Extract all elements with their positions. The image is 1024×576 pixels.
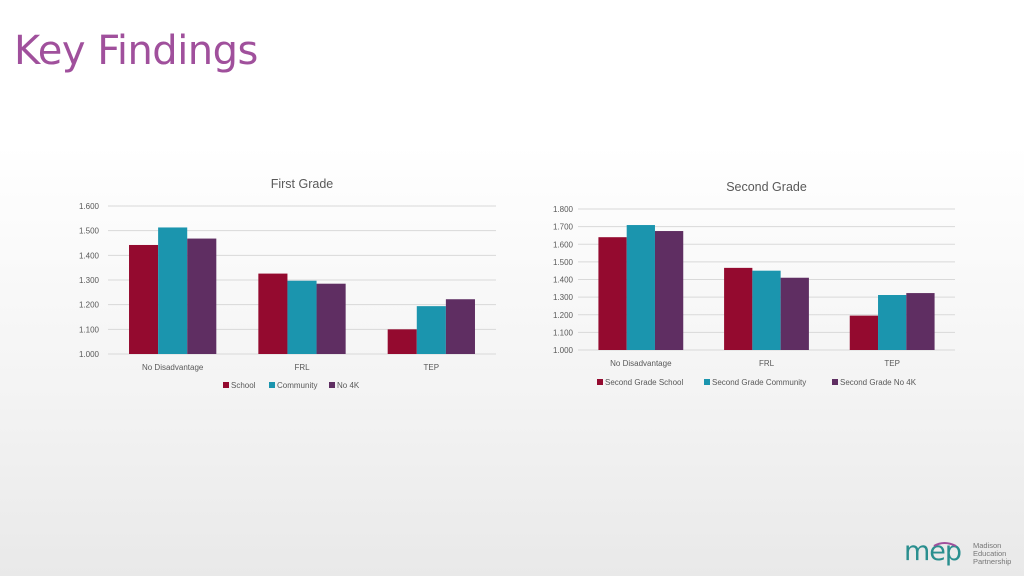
legend-swatch [704,379,710,385]
y-tick-label: 1.800 [553,205,574,214]
y-tick-label: 1.500 [553,258,574,267]
bar [316,283,346,354]
y-tick-label: 1.200 [553,311,574,320]
category-label: FRL [294,363,310,372]
legend-label: No 4K [337,381,360,390]
legend-label: Second Grade School [605,378,683,387]
chart-title: First Grade [271,177,334,191]
y-tick-label: 1.600 [553,240,574,249]
y-tick-label: 1.000 [79,350,100,359]
bar [129,244,159,354]
legend-swatch [269,382,275,388]
category-label: FRL [759,359,775,368]
logo-text: Madison Education Partnership [973,542,1011,566]
legend-label: School [231,381,256,390]
bar [780,277,809,350]
legend-swatch [329,382,335,388]
y-tick-label: 1.200 [79,301,100,310]
bar [724,267,753,350]
y-tick-label: 1.100 [553,328,574,337]
bar [187,238,217,354]
bar [752,270,781,350]
legend-swatch [832,379,838,385]
bar [416,306,446,354]
bar [287,280,317,354]
legend-swatch [597,379,603,385]
bar [849,315,879,350]
bar [258,273,288,354]
category-label: No Disadvantage [142,363,204,372]
bar [878,295,907,350]
y-tick-label: 1.300 [553,293,574,302]
logo-swoosh [933,542,957,547]
logo-mark: mep [904,536,961,567]
bar [445,299,475,354]
page-title: Key Findings [14,28,258,74]
legend-label: Second Grade Community [712,378,806,387]
bar [387,329,417,354]
category-label: TEP [424,363,440,372]
legend-label: Second Grade No 4K [840,378,917,387]
category-label: No Disadvantage [610,359,672,368]
logo-line-1: Madison [973,541,1002,550]
y-tick-label: 1.600 [79,202,100,211]
y-tick-label: 1.400 [553,276,574,285]
y-tick-label: 1.000 [553,346,574,355]
y-tick-label: 1.100 [79,325,100,334]
legend-swatch [223,382,229,388]
y-tick-label: 1.400 [79,251,100,260]
category-label: TEP [884,359,900,368]
logo-line-2: Education [973,549,1007,558]
y-tick-label: 1.700 [553,223,574,232]
y-tick-label: 1.300 [79,276,100,285]
mep-logo: mep [904,536,962,567]
bar [598,237,627,350]
chart-title: Second Grade [726,180,807,194]
bar [654,231,684,350]
y-tick-label: 1.500 [79,227,100,236]
bar [626,225,655,350]
bar [158,227,188,354]
logo-line-3: Partnership [973,557,1012,566]
bar [906,293,935,350]
legend-label: Community [277,381,317,390]
